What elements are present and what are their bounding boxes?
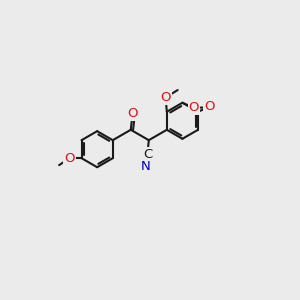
Text: N: N [141, 160, 151, 173]
Text: O: O [189, 101, 199, 114]
Text: C: C [143, 148, 152, 161]
Text: O: O [64, 152, 75, 165]
Text: O: O [160, 91, 171, 104]
Text: O: O [128, 107, 138, 120]
Text: O: O [204, 100, 215, 113]
